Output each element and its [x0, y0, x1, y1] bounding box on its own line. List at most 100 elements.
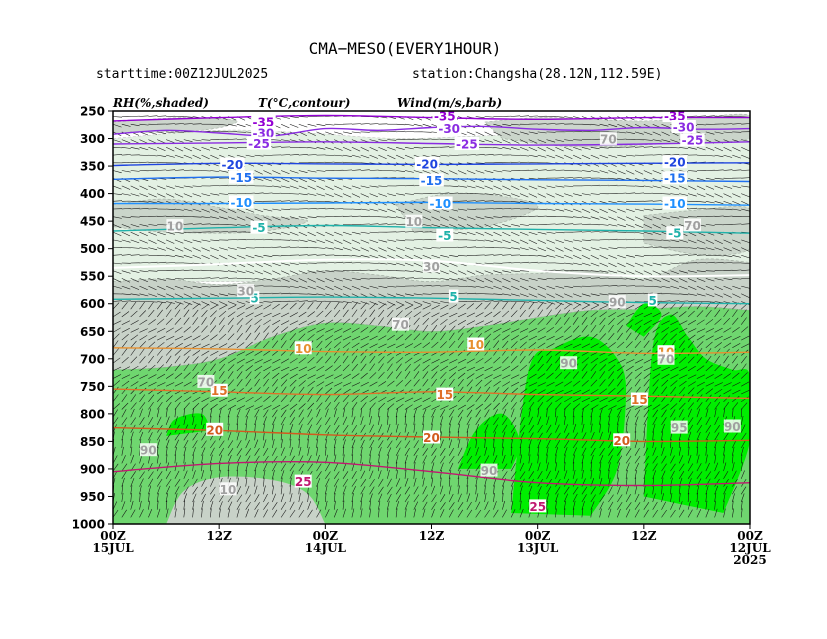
wind-barb [670, 139, 679, 143]
wind-barb [714, 408, 717, 418]
wind-barb [431, 285, 441, 287]
wind-barb [634, 192, 645, 194]
wind-barb [227, 138, 238, 140]
wind-barb [165, 470, 171, 479]
wind-barb [457, 192, 468, 194]
wind-barb [130, 347, 137, 356]
rh-label: 90 [724, 420, 741, 434]
wind-barb [599, 342, 608, 349]
wind-barb [740, 462, 743, 472]
wind-barb [210, 193, 220, 196]
wind-barb [404, 154, 414, 159]
wind-barb [316, 270, 326, 273]
wind-barb [537, 169, 547, 171]
wind-barb [422, 342, 431, 349]
contour-label: -15 [230, 171, 252, 185]
wind-barb [564, 269, 574, 271]
wind-barb [351, 131, 361, 134]
wind-barb [387, 470, 390, 479]
wind-barb [749, 308, 750, 310]
wind-barb [732, 395, 740, 403]
wind-barb [396, 147, 405, 150]
wind-barb [431, 208, 440, 213]
wind-barb [130, 185, 140, 190]
wind-barb [369, 355, 376, 364]
wind-barb [236, 255, 246, 259]
wind-barb [316, 147, 326, 150]
wind-barb [121, 285, 131, 290]
wind-barb [440, 285, 450, 287]
wind-barb [183, 169, 193, 171]
wind-barb [617, 408, 622, 418]
wind-barb [723, 169, 733, 171]
wind-barb [749, 147, 750, 148]
wind-barb [378, 154, 387, 159]
wind-barb [325, 492, 327, 503]
wind-barb [333, 408, 337, 418]
wind-barb [723, 131, 733, 134]
wind-barb [687, 374, 697, 379]
wind-barb [457, 404, 467, 410]
wind-barb [484, 493, 487, 503]
wind-barb [201, 223, 211, 225]
wind-barb [502, 193, 511, 197]
wind-barb [511, 278, 520, 282]
wind-barb [298, 431, 301, 441]
wind-barb [404, 478, 409, 487]
wind-barb [510, 328, 520, 333]
wind-barb [219, 351, 228, 356]
wind-barb [325, 478, 330, 487]
wind-barb [484, 170, 494, 173]
wind-barb [581, 357, 589, 364]
wind-barb [749, 370, 750, 371]
wind-barb [625, 216, 635, 221]
wind-barb [139, 381, 148, 387]
wind-barb [493, 311, 501, 318]
wind-barb [404, 397, 414, 403]
wind-barb [272, 423, 275, 433]
wind-barb [219, 301, 228, 306]
wind-barb [617, 462, 621, 472]
wind-barb [307, 177, 317, 182]
wind-barb [643, 358, 652, 364]
wind-barb [387, 380, 395, 387]
wind-barb [572, 325, 580, 333]
wind-barb [617, 224, 627, 228]
wind-barb [661, 154, 671, 156]
wind-barb [387, 303, 395, 310]
wind-barb [148, 139, 157, 144]
wind-barb [404, 415, 407, 425]
contour-label: 5 [649, 294, 657, 308]
wind-barb [219, 333, 227, 341]
contour-label: 25 [529, 500, 546, 514]
wind-barb [555, 169, 565, 171]
wind-barb [395, 154, 405, 160]
wind-barb [687, 408, 692, 418]
contour-label: 20 [206, 423, 223, 437]
contour-label-bg [428, 196, 453, 210]
wind-barb [546, 335, 555, 341]
wind-barb [272, 404, 281, 410]
wind-barb [325, 278, 334, 282]
wind-barb [351, 432, 358, 441]
wind-barb [670, 285, 680, 289]
contour-label-bg [454, 137, 480, 150]
wind-barb [422, 508, 426, 518]
rh-label-bg [423, 259, 440, 273]
wind-barb [210, 147, 220, 150]
rh-label: 70 [684, 219, 701, 233]
wind-barb [502, 293, 512, 296]
wind-barb [617, 508, 621, 518]
wind-barb [351, 485, 356, 495]
wind-barb [581, 247, 591, 251]
wind-barb [165, 454, 168, 464]
wind-barb [502, 417, 508, 426]
wind-barb [440, 431, 442, 441]
wind-barb [564, 293, 573, 298]
wind-barb [599, 469, 601, 479]
wind-barb [572, 255, 582, 260]
wind-barb [732, 285, 741, 290]
wind-barb [245, 365, 253, 372]
wind-barb [519, 147, 529, 151]
wind-barb [581, 403, 590, 410]
